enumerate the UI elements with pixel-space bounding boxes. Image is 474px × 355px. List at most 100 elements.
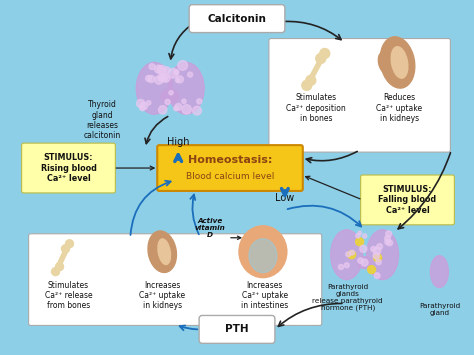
Ellipse shape xyxy=(161,89,179,103)
Ellipse shape xyxy=(137,62,172,114)
Ellipse shape xyxy=(157,65,166,75)
Ellipse shape xyxy=(356,234,360,238)
FancyBboxPatch shape xyxy=(157,145,303,191)
Ellipse shape xyxy=(148,231,176,272)
Ellipse shape xyxy=(374,273,380,278)
Ellipse shape xyxy=(175,78,180,82)
Text: Increases
Ca²⁺ uptake
in intestines: Increases Ca²⁺ uptake in intestines xyxy=(241,281,289,310)
Ellipse shape xyxy=(155,76,163,84)
Ellipse shape xyxy=(385,236,390,241)
Text: Active
vitamin
D: Active vitamin D xyxy=(195,218,226,238)
Ellipse shape xyxy=(176,76,183,83)
Circle shape xyxy=(65,240,73,248)
Ellipse shape xyxy=(391,47,408,78)
Ellipse shape xyxy=(366,230,399,280)
Circle shape xyxy=(320,49,330,59)
FancyBboxPatch shape xyxy=(361,175,455,225)
Text: STIMULUS:
Rising blood
Ca²⁺ level: STIMULUS: Rising blood Ca²⁺ level xyxy=(41,153,96,183)
FancyBboxPatch shape xyxy=(189,5,285,33)
Ellipse shape xyxy=(158,239,171,264)
Ellipse shape xyxy=(387,240,392,246)
Text: Stimulates
Ca²⁺ deposition
in bones: Stimulates Ca²⁺ deposition in bones xyxy=(286,93,346,123)
Ellipse shape xyxy=(376,260,381,265)
Ellipse shape xyxy=(139,105,145,111)
Circle shape xyxy=(302,80,312,90)
Ellipse shape xyxy=(169,91,173,95)
Ellipse shape xyxy=(178,61,188,70)
FancyBboxPatch shape xyxy=(269,39,450,152)
Ellipse shape xyxy=(363,234,367,238)
Ellipse shape xyxy=(385,240,390,245)
Ellipse shape xyxy=(350,250,355,255)
Ellipse shape xyxy=(377,244,383,250)
Ellipse shape xyxy=(146,100,151,105)
Ellipse shape xyxy=(168,69,178,78)
Ellipse shape xyxy=(361,259,368,266)
Ellipse shape xyxy=(378,53,389,72)
Text: Reduces
Ca²⁺ uptake
in kidneys: Reduces Ca²⁺ uptake in kidneys xyxy=(376,93,423,123)
Ellipse shape xyxy=(162,75,170,82)
Ellipse shape xyxy=(338,264,344,269)
Ellipse shape xyxy=(155,65,163,73)
Ellipse shape xyxy=(430,256,448,288)
Ellipse shape xyxy=(346,252,351,257)
Ellipse shape xyxy=(182,99,186,104)
Circle shape xyxy=(306,75,316,85)
Ellipse shape xyxy=(386,231,392,237)
Ellipse shape xyxy=(358,231,362,235)
Ellipse shape xyxy=(344,263,349,268)
Ellipse shape xyxy=(175,103,182,110)
Circle shape xyxy=(62,245,70,253)
Ellipse shape xyxy=(356,238,364,246)
Ellipse shape xyxy=(358,257,372,269)
Ellipse shape xyxy=(358,258,363,263)
Ellipse shape xyxy=(182,105,191,114)
Ellipse shape xyxy=(173,70,179,74)
Ellipse shape xyxy=(149,64,155,70)
Ellipse shape xyxy=(146,75,152,82)
Ellipse shape xyxy=(148,75,155,83)
Ellipse shape xyxy=(373,252,380,259)
Text: STIMULUS:
Falling blood
Ca²⁺ level: STIMULUS: Falling blood Ca²⁺ level xyxy=(378,185,437,215)
Ellipse shape xyxy=(331,230,363,280)
Circle shape xyxy=(52,268,60,275)
Text: Stimulates
Ca²⁺ release
from bones: Stimulates Ca²⁺ release from bones xyxy=(45,281,92,310)
Ellipse shape xyxy=(158,74,165,82)
Ellipse shape xyxy=(174,70,179,75)
Text: High: High xyxy=(167,137,190,147)
Ellipse shape xyxy=(373,247,381,255)
Ellipse shape xyxy=(371,246,376,252)
Ellipse shape xyxy=(360,245,367,252)
Text: Homeostasis:: Homeostasis: xyxy=(188,155,272,165)
Ellipse shape xyxy=(163,67,170,74)
Ellipse shape xyxy=(239,226,287,278)
Ellipse shape xyxy=(159,73,168,82)
Text: Parathyroid
glands
release parathyroid
hormone (PTH): Parathyroid glands release parathyroid h… xyxy=(312,284,383,311)
Ellipse shape xyxy=(249,239,277,273)
Text: Thyroid
gland
releases
calcitonin: Thyroid gland releases calcitonin xyxy=(84,100,121,140)
Text: PTH: PTH xyxy=(225,324,249,334)
Ellipse shape xyxy=(188,72,192,77)
Ellipse shape xyxy=(368,266,375,274)
Ellipse shape xyxy=(197,99,202,104)
Ellipse shape xyxy=(158,106,167,114)
Text: Low: Low xyxy=(275,193,294,203)
FancyBboxPatch shape xyxy=(199,316,275,343)
Ellipse shape xyxy=(140,102,147,110)
Circle shape xyxy=(55,263,64,271)
Circle shape xyxy=(316,54,326,64)
Ellipse shape xyxy=(165,99,170,105)
Ellipse shape xyxy=(374,254,382,262)
Ellipse shape xyxy=(380,37,415,88)
Text: Parathyroid
gland: Parathyroid gland xyxy=(419,303,460,316)
FancyBboxPatch shape xyxy=(22,143,115,193)
FancyBboxPatch shape xyxy=(28,234,322,326)
Ellipse shape xyxy=(168,62,204,114)
Text: Increases
Ca²⁺ uptake
in kidneys: Increases Ca²⁺ uptake in kidneys xyxy=(139,281,185,310)
Text: Blood calcium level: Blood calcium level xyxy=(186,171,274,180)
Ellipse shape xyxy=(137,99,145,108)
Ellipse shape xyxy=(174,106,178,111)
Ellipse shape xyxy=(192,106,201,115)
Ellipse shape xyxy=(347,251,356,259)
Text: Calcitonin: Calcitonin xyxy=(208,13,266,24)
